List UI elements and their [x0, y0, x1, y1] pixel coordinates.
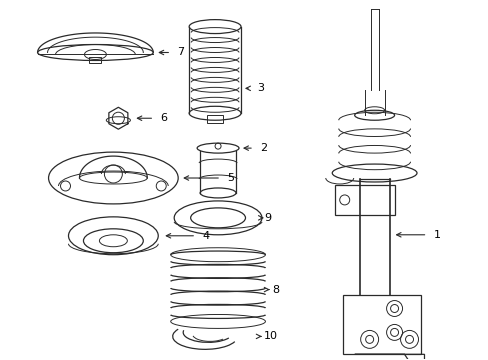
Bar — [334, 185, 394, 215]
Text: 10: 10 — [264, 332, 277, 341]
Text: 1: 1 — [432, 230, 440, 240]
Text: 9: 9 — [264, 213, 270, 223]
Text: 7: 7 — [177, 48, 184, 58]
Text: 4: 4 — [202, 231, 209, 241]
Bar — [89, 58, 101, 63]
Bar — [207, 115, 223, 123]
Text: 8: 8 — [271, 284, 279, 294]
Text: 3: 3 — [256, 84, 264, 93]
Text: 2: 2 — [260, 143, 266, 153]
Text: 6: 6 — [160, 113, 167, 123]
Text: 5: 5 — [226, 173, 234, 183]
